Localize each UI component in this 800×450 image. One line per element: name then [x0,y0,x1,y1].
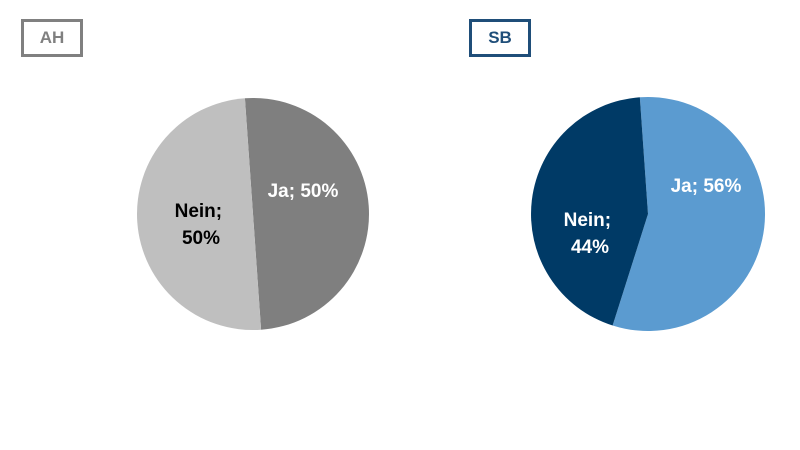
pie-slice-sb-nein [531,97,648,326]
pie-label-ah-nein-line1: Nein; [175,201,223,222]
pie-label-ah-ja: Ja; 50% [268,181,339,202]
pie-label-sb-nein: Nein; 44% [564,210,617,258]
pie-label-ah-nein: Nein; 50% [175,201,228,249]
chart-title-ah: AH [21,19,83,57]
pie-slice-ah-nein [136,98,262,331]
pie-label-sb-nein-line1: Nein; [564,210,612,231]
pie-label-sb-ja: Ja; 56% [671,176,742,197]
pie-label-ah-nein-line2: 50% [182,228,220,249]
pie-label-sb-nein-line2: 44% [571,237,609,258]
pie-slice-sb-ja [612,97,766,332]
chart-title-sb: SB [469,19,531,57]
pie-slice-ah-ja [244,97,370,330]
